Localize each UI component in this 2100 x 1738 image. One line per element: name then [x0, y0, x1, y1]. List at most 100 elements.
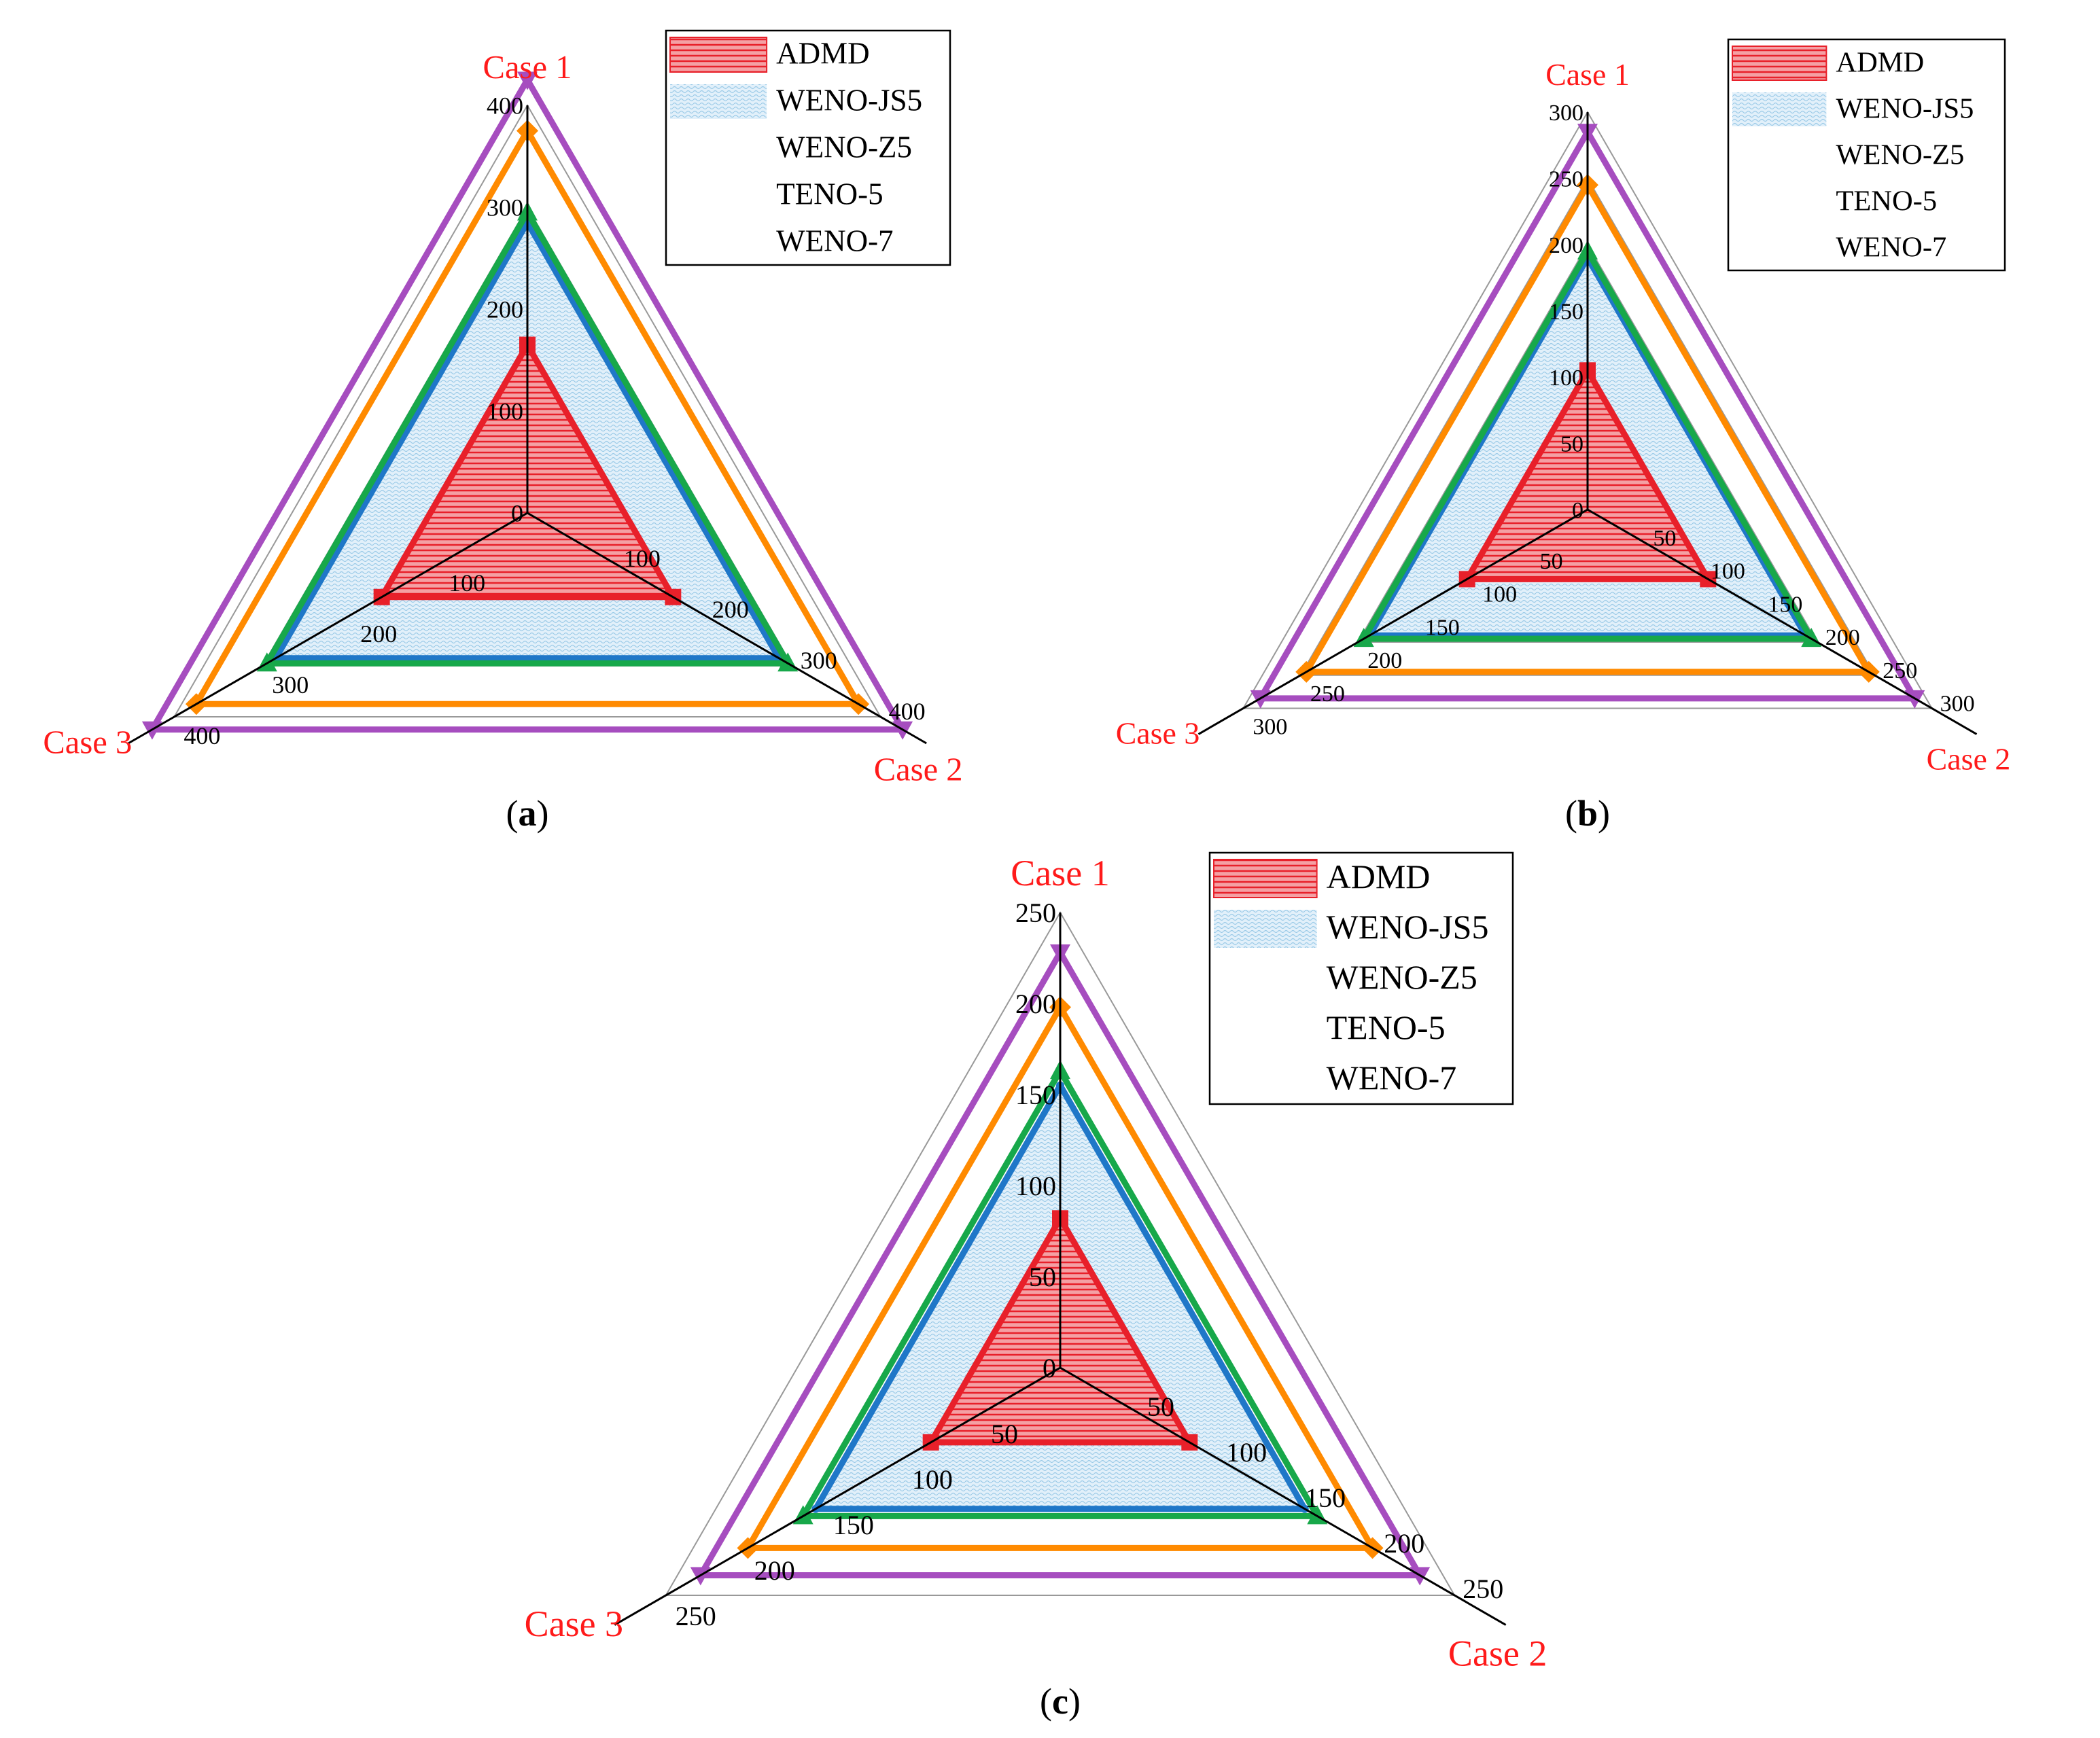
tick-label-case-2: 50 [1653, 526, 1676, 551]
legend-swatch-admd [1732, 46, 1827, 81]
case-label-2: Case 2 [874, 751, 963, 788]
radar-axes [614, 912, 1507, 1626]
series-weno-z5-line [261, 206, 794, 667]
tick-label-case-1: 200 [1549, 233, 1583, 258]
tick-label-case-2: 300 [801, 647, 837, 674]
legend-swatch-weno-js5 [1732, 92, 1827, 126]
legend: ADMD WENO-JS5 WENO-Z5 TENO-5 WENO-7 [1727, 38, 2006, 272]
legend-label-admd: ADMD [776, 36, 870, 70]
tick-label-case-2: 200 [1384, 1528, 1424, 1559]
tick-label-case-3: 100 [912, 1464, 953, 1495]
tick-label-case-2: 250 [1463, 1574, 1503, 1604]
tick-label-case-1: 0 [511, 500, 523, 527]
tick-labels: 0 100 100 100 200 200 200 300 300 300 400 400 400 [183, 92, 925, 749]
series-weno-7-line [1255, 126, 1921, 702]
tick-label-case-1: 100 [487, 398, 523, 425]
legend-swatch-admd [1213, 859, 1318, 898]
tick-label-case-1: 200 [1015, 989, 1056, 1019]
radar-chart-a: 0100100100200200200300300300400400400Cas… [43, 29, 963, 834]
tick-label-case-2: 200 [1825, 625, 1860, 650]
series-teno-5-line [742, 1001, 1378, 1551]
legend-label-teno-5: TENO-5 [1836, 185, 1937, 217]
grid-ring-200 [1357, 243, 1819, 643]
tick-label-case-1: 150 [1015, 1080, 1056, 1110]
legend-swatch-admd [669, 37, 768, 73]
tick-label-case-2: 50 [1147, 1391, 1174, 1422]
legend-label-weno-js5: WENO-JS5 [776, 83, 922, 117]
tick-labels: 0 50 50 50 100 100 100 150 150 150 200 200 200 250 250… [676, 898, 1503, 1631]
tick-label-case-1: 50 [1560, 431, 1583, 457]
tick-label-case-3: 250 [676, 1601, 716, 1631]
tick-label-case-3: 200 [360, 620, 397, 648]
legend-label-weno-7: WENO-7 [1327, 1059, 1457, 1097]
legend-label-weno-z5: WENO-Z5 [776, 130, 912, 164]
tick-label-case-1: 300 [1549, 101, 1583, 126]
tick-label-case-2: 150 [1305, 1483, 1346, 1513]
tick-label-case-3: 250 [1310, 681, 1345, 707]
tick-label-case-2: 400 [889, 698, 926, 725]
tick-label-case-2: 250 [1883, 658, 1917, 684]
grid-ring-400 [173, 103, 882, 717]
tick-label-case-1: 0 [1572, 498, 1583, 523]
legend-label-teno-5: TENO-5 [776, 177, 883, 211]
grid-ring-300 [1242, 110, 1933, 709]
axis-line-case-3 [1197, 508, 1588, 735]
series-teno-5-line [1301, 179, 1874, 675]
series-weno-7-line [147, 73, 908, 733]
legend-label-weno-js5: WENO-JS5 [1836, 93, 1974, 125]
tick-label-case-3: 300 [1253, 715, 1287, 740]
legend-label-weno-z5: WENO-Z5 [1836, 139, 1964, 171]
panel-caption: (b) [1565, 793, 1610, 834]
case-label-1: Case 1 [1011, 853, 1109, 893]
series-weno-z5-line [797, 1065, 1323, 1519]
tick-label-case-1: 150 [1549, 299, 1583, 324]
grid-ring-250 [665, 911, 1456, 1596]
tick-label-case-3: 50 [1540, 549, 1563, 574]
grid-ring-250 [1299, 177, 1876, 676]
tick-label-case-1: 100 [1549, 366, 1583, 391]
legend: ADMD WENO-JS5 WENO-Z5 TENO-5 WENO-7 [665, 29, 951, 266]
tick-label-case-1: 0 [1043, 1353, 1056, 1383]
series-weno-7-line [695, 946, 1425, 1579]
legend-label-weno-z5: WENO-Z5 [1327, 958, 1477, 996]
tick-label-case-3: 50 [991, 1419, 1018, 1449]
case-label-2: Case 2 [1448, 1633, 1547, 1674]
axis-line-case-2 [1587, 508, 1978, 735]
tick-label-case-3: 100 [1482, 582, 1517, 607]
tick-label-case-3: 200 [754, 1555, 795, 1586]
radar-chart-b: 0 50 50 50 100 100 100 150 150 150 200 200 200 250 250… [1116, 38, 2010, 834]
series-weno-7-point-1 [517, 71, 538, 90]
tick-label-case-3: 150 [833, 1510, 874, 1540]
case-label-3: Case 3 [1116, 715, 1200, 750]
tick-label-case-3: 150 [1425, 615, 1460, 640]
panel-caption: (c) [1040, 1681, 1081, 1722]
axis-line-case-3 [128, 512, 528, 745]
tick-label-case-1: 50 [1029, 1262, 1056, 1292]
tick-label-case-1: 300 [487, 194, 523, 221]
series-teno-5-line [191, 124, 864, 707]
tick-label-case-2: 100 [1226, 1437, 1267, 1468]
axis-line-case-2 [1060, 1366, 1507, 1626]
axis-line-case-2 [527, 512, 927, 745]
tick-label-case-3: 100 [449, 569, 485, 597]
legend-label-weno-7: WENO-7 [1836, 232, 1946, 264]
case-label-1: Case 1 [1545, 57, 1630, 92]
tick-label-case-2: 300 [1940, 692, 1975, 717]
tick-label-case-1: 100 [1015, 1171, 1056, 1201]
tick-label-case-2: 150 [1768, 592, 1802, 617]
case-labels: Case 1 Case 2 Case 3 [43, 49, 962, 788]
legend-label-teno-5: TENO-5 [1327, 1008, 1446, 1046]
radar-axes [1197, 112, 1978, 735]
radar-axes [128, 105, 927, 745]
axis-line-case-3 [614, 1366, 1061, 1626]
tick-label-case-1: 250 [1015, 898, 1056, 928]
case-labels: Case 1 Case 2 Case 3 [525, 853, 1547, 1674]
tick-label-case-1: 250 [1549, 166, 1583, 192]
legend-label-weno-js5: WENO-JS5 [1327, 908, 1489, 946]
tick-label-case-2: 200 [712, 596, 749, 623]
case-label-1: Case 1 [483, 49, 572, 86]
legend-swatch-weno-js5 [670, 84, 767, 119]
legend-swatch-weno-js5 [1214, 910, 1317, 948]
legend-label-admd: ADMD [1836, 47, 1924, 79]
